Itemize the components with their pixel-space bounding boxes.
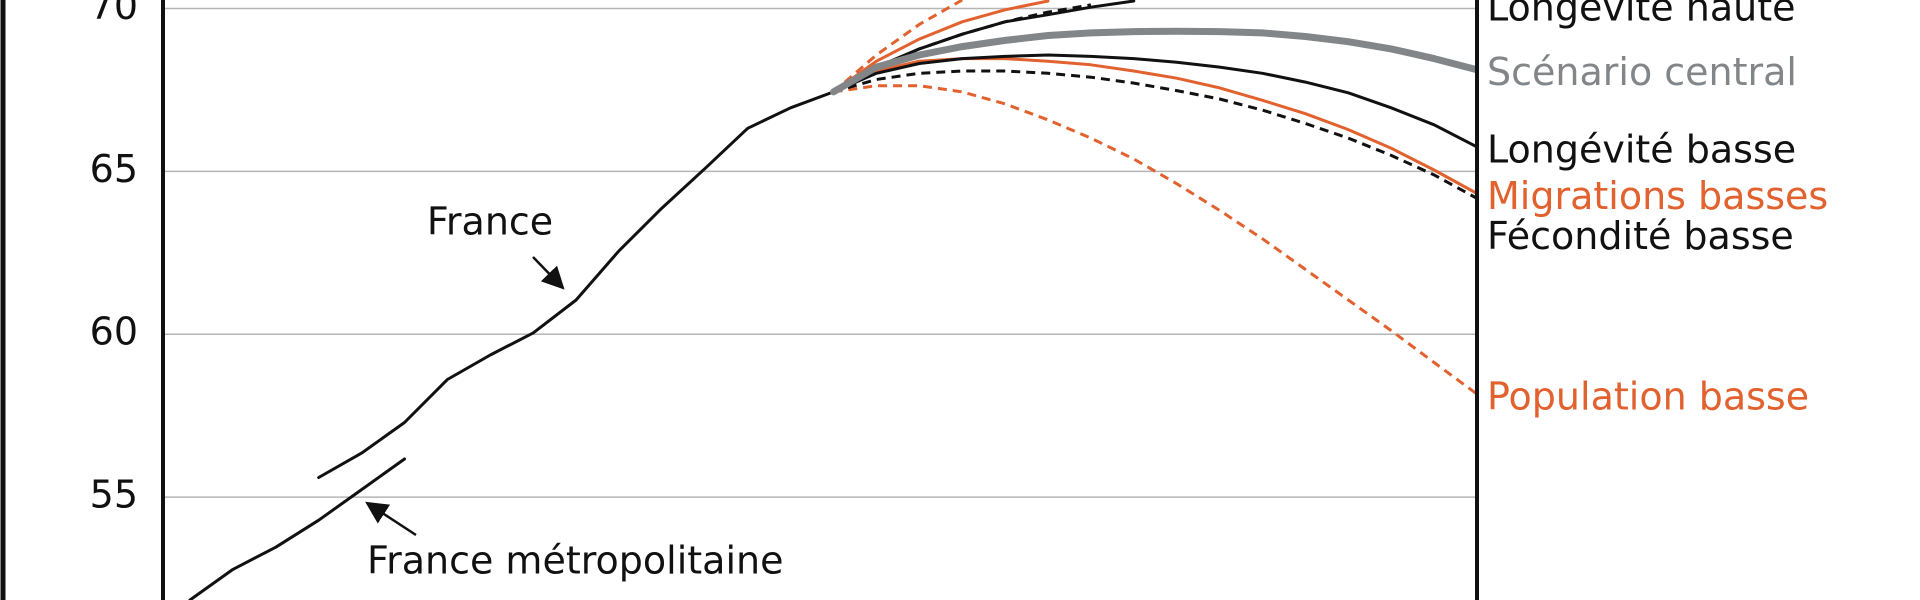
series-label: Longévité haute [1487, 0, 1795, 30]
annotation-arrow [365, 501, 417, 537]
series-label: Scénario central [1487, 50, 1797, 94]
series-line [830, 27, 1477, 96]
series-line [833, 84, 1477, 396]
series-line [832, 0, 1050, 94]
series-line [832, 53, 1477, 149]
series-label: Fécondité basse [1487, 214, 1794, 258]
y-tick-label: 70 [90, 0, 138, 28]
series-line [188, 457, 406, 600]
grid: 55 60 65 70 [90, 0, 1477, 517]
series-line [317, 90, 835, 479]
series-label: Migrations basses [1487, 174, 1828, 218]
annotation-arrow [532, 256, 565, 290]
annotation: France [427, 200, 553, 244]
annotation: France métropolitaine [367, 539, 783, 583]
y-tick-label: 55 [90, 473, 138, 517]
series-line [832, 57, 1477, 195]
y-tick-label: 60 [90, 310, 138, 354]
series-line [832, 0, 963, 94]
y-tick-label: 65 [90, 147, 138, 191]
plot-lines [188, 0, 1477, 600]
series-label: Longévité basse [1487, 127, 1796, 171]
series-line [833, 69, 1477, 200]
labels: France métropolitaine France Longévité hau… [365, 0, 1828, 583]
series-label: Population basse [1487, 375, 1809, 419]
